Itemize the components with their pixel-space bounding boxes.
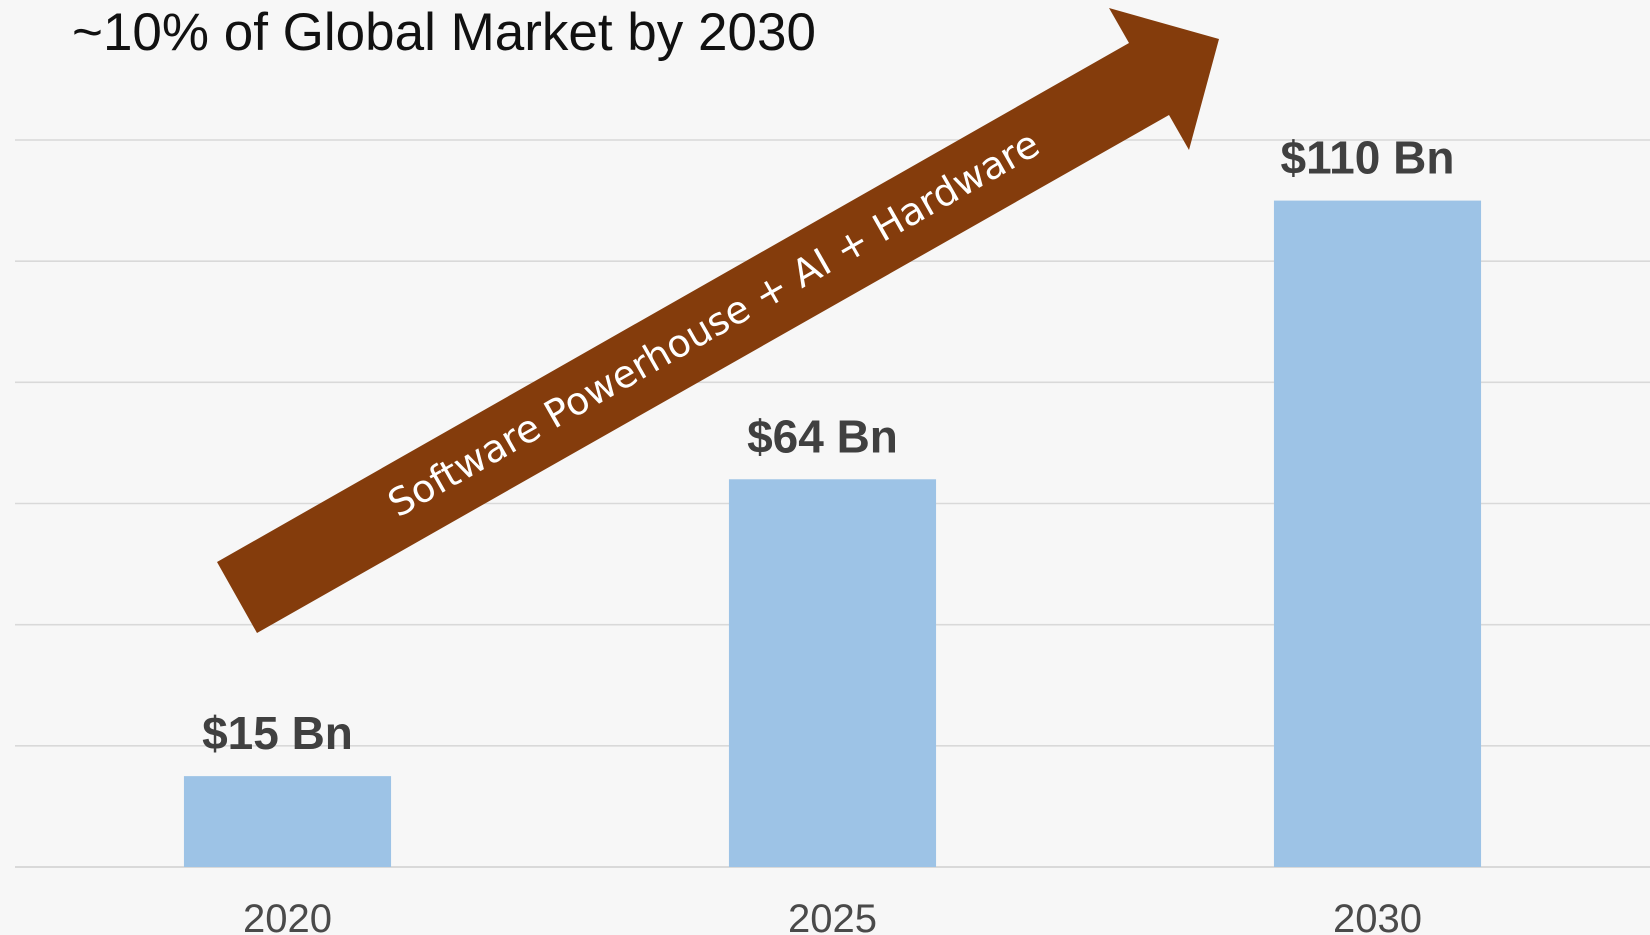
bar-2020 xyxy=(183,776,392,867)
data-label-2025: $64 Bn xyxy=(747,410,898,462)
data-label-2030: $110 Bn xyxy=(1281,132,1455,184)
bars xyxy=(183,200,1482,868)
x-axis-ticks: 2020 2025 2030 xyxy=(243,897,1422,935)
x-tick-label-2030: 2030 xyxy=(1333,897,1422,935)
chart-title: ~10% of Global Market by 2030 xyxy=(72,3,816,62)
bar-2030 xyxy=(1273,200,1482,868)
x-tick-label-2025: 2025 xyxy=(788,897,877,935)
x-tick-label-2020: 2020 xyxy=(243,897,332,935)
growth-arrow-shape xyxy=(217,8,1219,633)
data-labels: $15 Bn $64 Bn $110 Bn xyxy=(202,132,1454,760)
growth-arrow-label: Software Powerhouse + AI + Hardware xyxy=(381,122,1047,526)
data-label-2020: $15 Bn xyxy=(202,707,353,759)
growth-arrow: Software Powerhouse + AI + Hardware xyxy=(217,8,1219,633)
bar-2025 xyxy=(728,479,937,867)
